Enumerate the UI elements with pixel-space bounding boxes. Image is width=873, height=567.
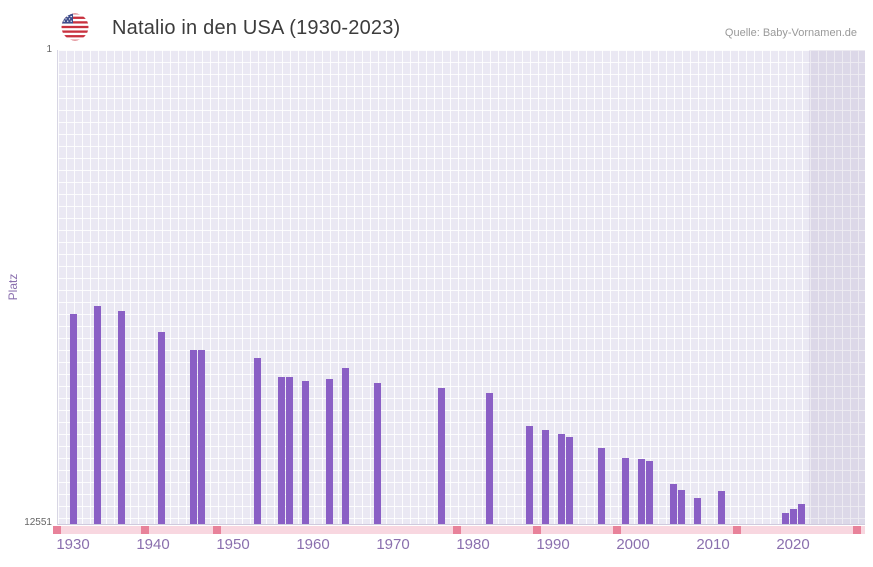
bar-2002[interactable]: [645, 460, 653, 524]
x-tick-label-1970: 1970: [376, 536, 410, 553]
bar-2021[interactable]: [797, 504, 805, 524]
bar-1962[interactable]: [326, 378, 334, 524]
bar-2019[interactable]: [781, 513, 789, 524]
no-data-mark-1988: [533, 526, 541, 534]
y-axis-min-label: 12551: [24, 517, 52, 528]
bar-1953[interactable]: [254, 357, 262, 524]
plot-area: [57, 50, 865, 525]
y-axis-title: Platz: [6, 273, 20, 301]
bar-2001[interactable]: [637, 458, 645, 524]
bar-1996[interactable]: [597, 447, 605, 524]
x-tick-label-2000: 2000: [616, 536, 650, 553]
no-data-mark-1939: [141, 526, 149, 534]
bar-1933[interactable]: [94, 306, 102, 524]
x-tick-label-1990: 1990: [536, 536, 570, 553]
bar-1930[interactable]: [70, 314, 78, 524]
bar-1964[interactable]: [342, 367, 350, 524]
no-data-mark-1948: [213, 526, 221, 534]
x-tick-label-2020: 2020: [776, 536, 810, 553]
page-title: Natalio in den USA (1930-2023): [112, 17, 401, 39]
x-tick-label-1960: 1960: [296, 536, 330, 553]
bar-2006[interactable]: [677, 489, 685, 524]
bar-1945[interactable]: [190, 349, 198, 524]
bar-1968[interactable]: [374, 382, 382, 524]
no-data-mark-1998: [613, 526, 621, 534]
no-data-mark-1978: [453, 526, 461, 534]
bar-1959[interactable]: [302, 380, 310, 524]
bar-1991[interactable]: [557, 433, 565, 524]
x-tick-label-1980: 1980: [456, 536, 490, 553]
bar-1936[interactable]: [118, 310, 126, 524]
bar-1946[interactable]: [198, 349, 206, 524]
bar-1941[interactable]: [158, 332, 166, 524]
x-axis: 1930 1940 1950 1960 1970 1980 1990 2000 2010 2020: [56, 536, 865, 556]
bar-1956[interactable]: [278, 376, 286, 524]
x-tick-label-1930: 1930: [56, 536, 90, 553]
no-data-mark-1928: [53, 526, 61, 534]
bar-2008[interactable]: [693, 497, 701, 524]
bar-2005[interactable]: [669, 483, 677, 524]
x-tick-label-2010: 2010: [696, 536, 730, 553]
bar-1982[interactable]: [485, 392, 493, 524]
us-flag-icon: [61, 13, 89, 41]
y-axis-max-label: 1: [46, 44, 52, 55]
recent-years-shade: [809, 50, 865, 524]
bar-1976[interactable]: [438, 387, 446, 524]
bar-1989[interactable]: [541, 429, 549, 524]
bar-2011[interactable]: [717, 491, 725, 524]
no-data-strip: [53, 526, 865, 534]
bar-1999[interactable]: [621, 457, 629, 524]
no-data-mark-2028: [853, 526, 861, 534]
x-tick-label-1940: 1940: [136, 536, 170, 553]
bar-1957[interactable]: [286, 376, 294, 524]
bar-2020[interactable]: [789, 509, 797, 524]
bar-1987[interactable]: [525, 425, 533, 524]
x-tick-label-1950: 1950: [216, 536, 250, 553]
source-label: Quelle: Baby-Vornamen.de: [724, 27, 857, 39]
bar-1992[interactable]: [565, 436, 573, 524]
no-data-mark-2013: [733, 526, 741, 534]
